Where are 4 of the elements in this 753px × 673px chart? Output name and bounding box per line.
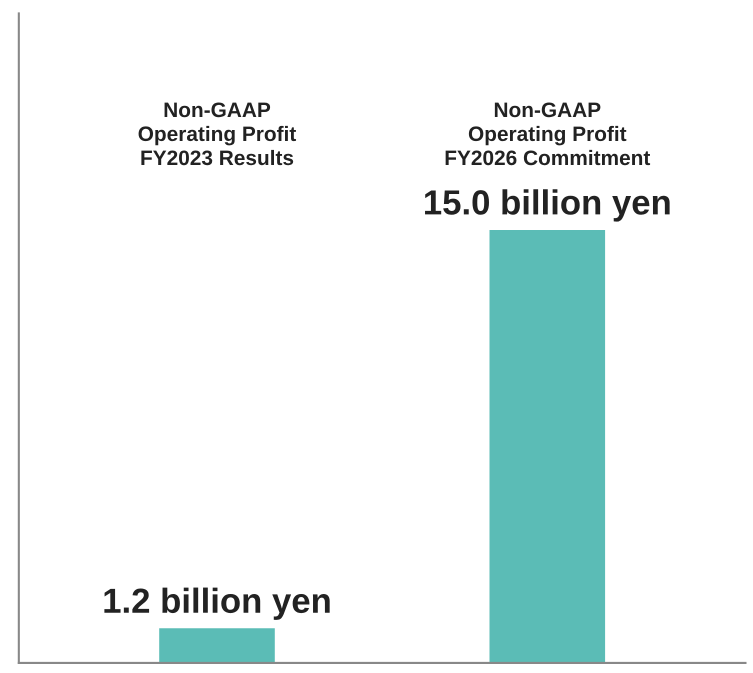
data-label: 15.0 billion yen — [425, 189, 670, 222]
x-tick-label: Non-GAAP Operating Profit FY2023 Results — [138, 102, 296, 166]
x-tick-label: Non-GAAP Operating Profit FY2026 Commitment — [446, 102, 650, 166]
data-label: 1.2 billion yen — [104, 588, 330, 620]
